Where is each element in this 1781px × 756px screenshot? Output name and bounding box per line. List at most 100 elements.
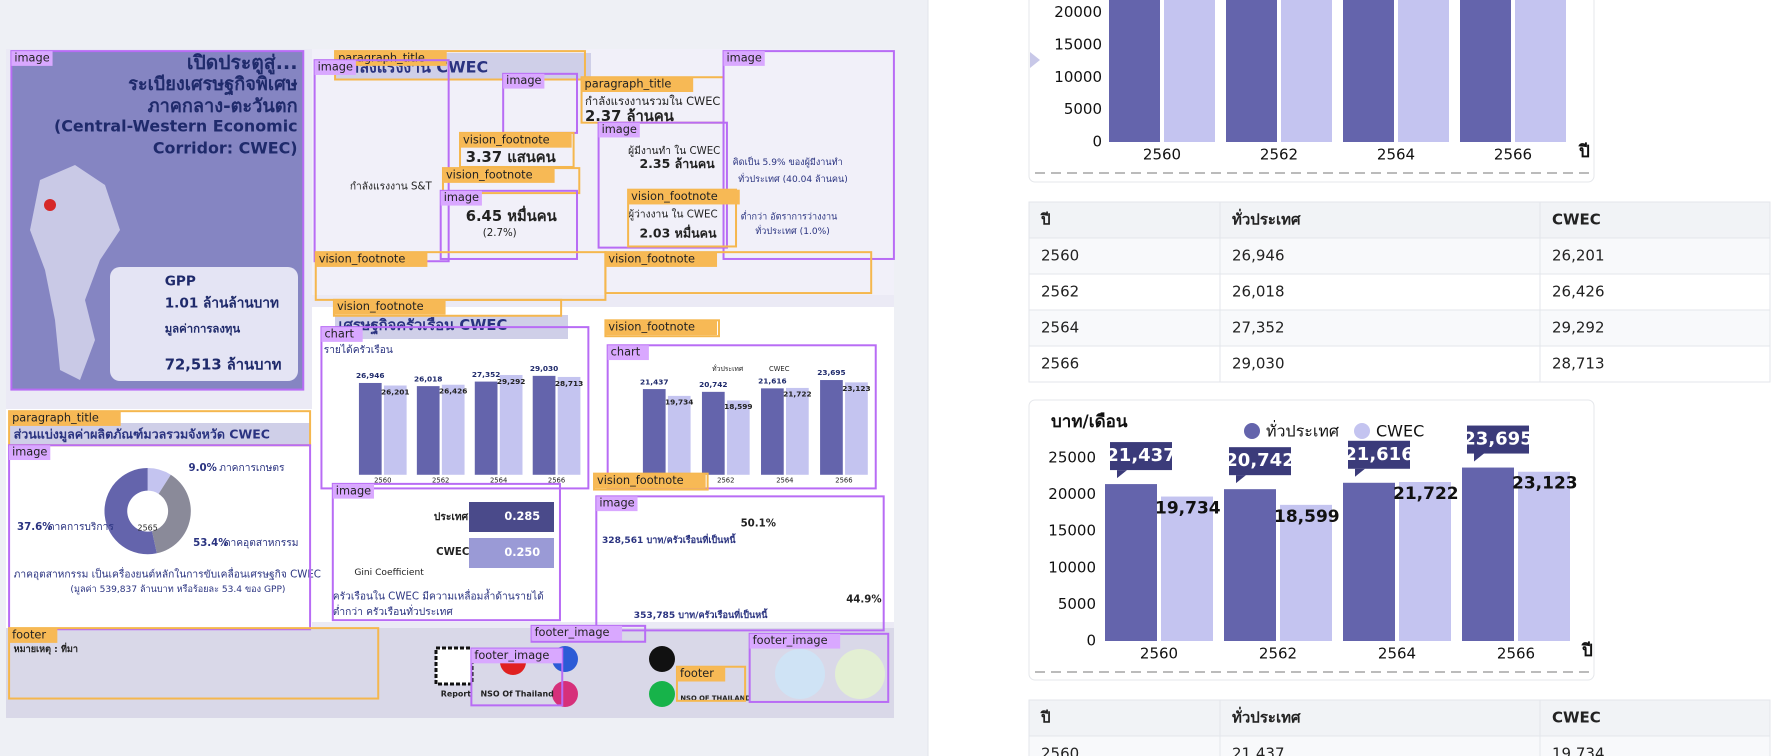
y-tick-label: 10000: [1054, 68, 1102, 86]
annotation-label: footer: [680, 666, 714, 680]
annotation-label: vision_footnote: [608, 320, 695, 334]
mini-x-label: 2560: [374, 476, 391, 484]
mini-bar: [557, 376, 581, 475]
annotation-tag: [11, 51, 53, 66]
bar: [1164, 0, 1215, 142]
table-cell: 26,018: [1232, 283, 1285, 301]
value-label: 23,695: [1463, 429, 1532, 450]
table-cell: 2564: [1041, 319, 1079, 337]
mini-bar: [474, 381, 498, 475]
infographic-text: คิดเป็น 5.9% ของผู้มีงานทำ: [733, 155, 843, 168]
mini-value-label: 23,695: [817, 368, 845, 377]
annotation-label: vision_footnote: [608, 252, 695, 266]
annotation-label: image: [444, 190, 479, 204]
value-callout: [1229, 447, 1291, 476]
annotation-box: [606, 344, 877, 490]
infographic-text: GPP: [165, 274, 196, 290]
y-tick-label: 5000: [1058, 595, 1096, 613]
annotation-label: image: [12, 445, 47, 459]
gini-box: [469, 502, 554, 532]
value-callout: [1110, 442, 1172, 471]
table-header: ทั่วประเทศ: [1232, 707, 1301, 727]
annotation-box: [8, 444, 312, 631]
infographic-text: 2.35 ล้านคน: [639, 156, 715, 171]
bar: [1281, 0, 1332, 143]
annotation-label: image: [727, 50, 762, 64]
title-band: [9, 423, 310, 445]
infographic-text: 0.285: [504, 509, 540, 523]
mini-value-label: 26,426: [439, 387, 467, 396]
bar: [1224, 489, 1276, 641]
annotation-label: vision_footnote: [463, 132, 550, 146]
annotation-label: chart: [324, 327, 354, 341]
annotation-tag: [471, 648, 562, 664]
mini-value-label: 26,018: [414, 374, 442, 383]
value-callout: [1348, 440, 1410, 469]
legend-swatch: [1244, 423, 1260, 439]
annotation-tag: [628, 189, 740, 205]
annotation-box: [439, 189, 579, 260]
annotation-box: [8, 627, 380, 700]
table-cell: 2562: [1041, 283, 1079, 301]
bar: [1462, 467, 1514, 641]
annotation-box: [604, 251, 873, 295]
mini-bar: [642, 389, 666, 475]
table-cell: 2566: [1041, 355, 1079, 373]
mini-x-label: 2562: [717, 476, 734, 484]
mini-value-label: 21,616: [758, 377, 786, 386]
infographic-text: CWEC: [436, 547, 469, 558]
infographic-text: NSO OF THAILAND: [680, 695, 751, 703]
annotation-tag: [594, 473, 706, 489]
x-tick-label: 2560: [1140, 645, 1178, 663]
annotation-label: paragraph_title: [12, 411, 99, 425]
infographic-text: ผู้มีงานทำ ใน CWEC: [628, 145, 720, 157]
x-icon: [649, 646, 675, 672]
y-tick-label: 0: [1086, 632, 1096, 650]
mini-value-label: 23,123: [842, 384, 870, 393]
y-tick-label: 25000: [1048, 449, 1096, 467]
mini-value-label: 28,713: [555, 379, 583, 388]
annotation-tag: [9, 445, 51, 461]
annotation-box: [722, 50, 895, 260]
infographic-text: ทั่วประเทศ (40.04 ล้านคน): [738, 172, 847, 185]
mini-bar: [532, 375, 556, 475]
annotation-label: vision_footnote: [319, 252, 406, 266]
bar: [1161, 496, 1213, 641]
gpp-box: [110, 267, 298, 381]
x-tick-label: 2560: [1143, 146, 1181, 164]
table-row-bg: [1028, 309, 1771, 347]
annotation-tag: [598, 122, 640, 138]
annotation-tag: [440, 190, 482, 206]
bar: [1460, 0, 1511, 143]
pie-category-label: ภาคการบริการ: [48, 521, 115, 533]
value-label: 21,437: [1106, 445, 1175, 466]
y-tick-label: 15000: [1048, 522, 1096, 540]
x-tick-label: 2564: [1377, 146, 1415, 164]
annotation-tag: [676, 666, 726, 682]
infographic-text: ทั่วประเทศ (1.0%): [755, 224, 829, 237]
legend-label: ทั่วประเทศ: [1266, 420, 1339, 441]
infographic-text: ภาคอุตสาหกรรม เป็นเครื่องยนต์หลักในการขั…: [14, 567, 321, 581]
infographic-text: กำลังแรงงานรวมใน CWEC: [585, 94, 720, 108]
bar: [1105, 484, 1157, 641]
x-tick-label: 2566: [1494, 146, 1532, 164]
annotation-label: vision_footnote: [597, 473, 684, 487]
callout-tail: [1474, 453, 1484, 462]
mini-legend: ทั่วประเทศ: [712, 364, 744, 373]
pie-value-label: 9.0%: [189, 463, 217, 474]
legend-swatch: [1354, 423, 1370, 439]
infographic-text: 50.1%: [741, 519, 776, 530]
annotation-label: paragraph_title: [585, 77, 672, 91]
mini-value-label: 21,437: [640, 377, 668, 386]
infographic-text: รายได้ครัวเรือน: [324, 343, 393, 356]
qr-code: [434, 646, 474, 686]
bar: [1515, 0, 1566, 142]
infographic-text: หมายเหตุ : ที่มา: [14, 642, 78, 655]
pie-slice: [147, 467, 171, 494]
annotation-box: [10, 50, 305, 391]
annotation-tag: [9, 411, 121, 426]
annotation-tag: [581, 77, 694, 93]
infographic-text: (Central-Western Economic: [54, 117, 298, 136]
mini-bar: [701, 391, 725, 475]
infographic-text: 328,561 บาท/ครัวเรือนที่เป็นหนี้: [602, 533, 736, 546]
